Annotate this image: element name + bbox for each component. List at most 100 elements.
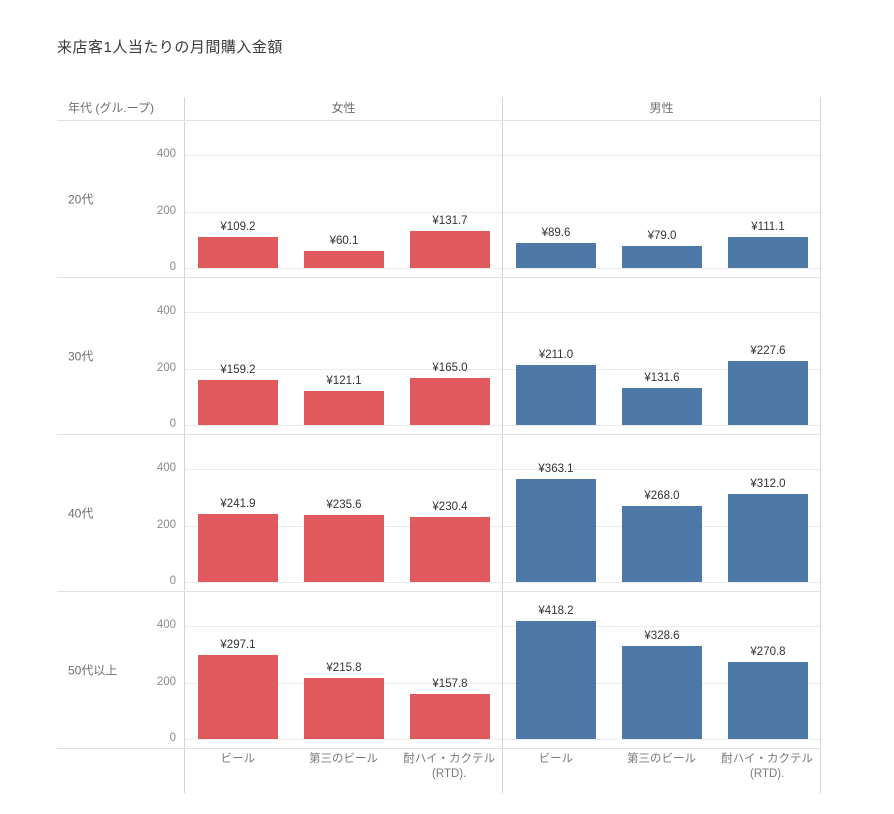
- bar[interactable]: [198, 380, 278, 425]
- bar[interactable]: [304, 251, 384, 268]
- axis-corner: [57, 749, 185, 793]
- facet-rows: 20代 0 200 400 ¥109.2 ¥60.1 ¥131.7 ¥89.6 ¥79.0 ¥11…: [57, 121, 821, 749]
- row-group-label: 30代: [68, 349, 94, 364]
- bar-value-label: ¥111.1: [751, 221, 785, 233]
- gridline: [503, 469, 820, 470]
- gridline: [503, 155, 820, 156]
- gridline: [185, 469, 502, 470]
- gridline: [503, 312, 820, 313]
- column-header-male: 男性: [503, 97, 821, 120]
- bar[interactable]: [516, 365, 596, 425]
- facet-row: 20代 0 200 400 ¥109.2 ¥60.1 ¥131.7 ¥89.6 ¥79.0 ¥11…: [57, 121, 821, 278]
- bar[interactable]: [410, 517, 490, 582]
- pane: ¥363.1 ¥268.0 ¥312.0: [503, 435, 821, 591]
- bar[interactable]: [622, 646, 702, 739]
- bar[interactable]: [410, 694, 490, 739]
- x-axis-labels-male: ビール 第三のビール 酎ハイ・カクテル (RTD).: [503, 749, 821, 793]
- y-axis-tick: 200: [156, 676, 176, 689]
- y-axis-tick: 200: [156, 519, 176, 532]
- bar-value-label: ¥230.4: [432, 501, 468, 513]
- bar-value-label: ¥297.1: [220, 639, 256, 651]
- y-axis-tick: 200: [156, 362, 176, 375]
- bar-value-label: ¥157.8: [432, 678, 468, 690]
- bar-value-label: ¥312.0: [750, 478, 786, 490]
- y-axis-tick: 400: [156, 619, 176, 632]
- bar[interactable]: [198, 514, 278, 582]
- bar[interactable]: [410, 231, 490, 268]
- x-axis-category-label: 第三のビール: [627, 753, 696, 765]
- bar-value-label: ¥89.6: [541, 227, 571, 239]
- bar-value-label: ¥159.2: [220, 364, 256, 376]
- bar[interactable]: [728, 361, 808, 425]
- y-axis-tick: 200: [156, 205, 176, 218]
- row-group-label-cell: 20代 0 200 400: [57, 121, 185, 277]
- gridline: [503, 626, 820, 627]
- bar-value-label: ¥227.6: [750, 345, 786, 357]
- bar[interactable]: [304, 515, 384, 582]
- bar[interactable]: [304, 391, 384, 425]
- bar[interactable]: [516, 243, 596, 268]
- bar-value-label: ¥109.2: [220, 221, 256, 233]
- bar[interactable]: [728, 237, 808, 268]
- gridline: [185, 312, 502, 313]
- pane: ¥418.2 ¥328.6 ¥270.8: [503, 592, 821, 748]
- gridline: [185, 212, 502, 213]
- bar[interactable]: [304, 678, 384, 739]
- bar-value-label: ¥270.8: [750, 646, 786, 658]
- y-axis-tick: 400: [156, 462, 176, 475]
- x-axis-labels-row: ビール 第三のビール 酎ハイ・カクテル (RTD). ビール 第三のビール 酎ハイ・カク…: [57, 749, 821, 793]
- row-group-label: 40代: [68, 506, 94, 521]
- facet-row: 30代 0 200 400 ¥159.2 ¥121.1 ¥165.0 ¥211.0 ¥131.6…: [57, 278, 821, 435]
- bar[interactable]: [516, 621, 596, 739]
- gridline: [503, 268, 820, 269]
- bar[interactable]: [728, 494, 808, 582]
- x-axis-category-label: 第三のビール: [309, 753, 378, 765]
- gridline: [185, 626, 502, 627]
- x-axis-category-label: ビール: [220, 753, 256, 765]
- gridline: [503, 425, 820, 426]
- gridline: [503, 369, 820, 370]
- gridline: [185, 739, 502, 740]
- bar-value-label: ¥418.2: [538, 605, 574, 617]
- bar-value-label: ¥131.7: [432, 215, 468, 227]
- x-axis-category-label: 酎ハイ・カクテル (RTD).: [721, 753, 814, 780]
- y-axis-tick: 400: [156, 148, 176, 161]
- bar-value-label: ¥241.9: [220, 498, 256, 510]
- bar[interactable]: [622, 388, 702, 425]
- facet-row: 40代 0 200 400 ¥241.9 ¥235.6 ¥230.4 ¥363.1 ¥268.0…: [57, 435, 821, 592]
- x-axis-category-label: ビール: [538, 753, 574, 765]
- gridline: [185, 268, 502, 269]
- bar[interactable]: [728, 662, 808, 739]
- pane: ¥211.0 ¥131.6 ¥227.6: [503, 278, 821, 434]
- bar[interactable]: [516, 479, 596, 582]
- bar-value-label: ¥215.8: [326, 662, 362, 674]
- row-group-label-cell: 40代 0 200 400: [57, 435, 185, 591]
- bar[interactable]: [622, 506, 702, 582]
- bar[interactable]: [198, 237, 278, 268]
- y-axis-tick: 0: [169, 575, 176, 588]
- bar[interactable]: [622, 246, 702, 268]
- bar-value-label: ¥165.0: [432, 362, 468, 374]
- gridline: [503, 212, 820, 213]
- gridline: [503, 739, 820, 740]
- gridline: [185, 582, 502, 583]
- row-group-label-cell: 50代以上 0 200 400: [57, 592, 185, 748]
- y-axis-tick: 0: [169, 261, 176, 274]
- row-group-label: 50代以上: [68, 663, 118, 678]
- pane: ¥297.1 ¥215.8 ¥157.8: [185, 592, 503, 748]
- bar[interactable]: [198, 655, 278, 739]
- row-group-label: 20代: [68, 192, 94, 207]
- y-axis-tick: 0: [169, 732, 176, 745]
- facet-grid: 年代 (グル.ープ) 女性 男性 20代 0 200 400 ¥109.2 ¥60.1 ¥1…: [57, 97, 821, 793]
- gridline: [185, 425, 502, 426]
- row-dimension-header: 年代 (グル.ープ): [57, 97, 185, 120]
- pane: ¥159.2 ¥121.1 ¥165.0: [185, 278, 503, 434]
- bar-value-label: ¥363.1: [538, 463, 574, 475]
- bar-value-label: ¥131.6: [644, 372, 680, 384]
- bar-value-label: ¥235.6: [326, 499, 362, 511]
- bar-value-label: ¥328.6: [644, 630, 680, 642]
- bar[interactable]: [410, 378, 490, 425]
- x-axis-labels-female: ビール 第三のビール 酎ハイ・カクテル (RTD).: [185, 749, 503, 793]
- bar-value-label: ¥60.1: [329, 235, 359, 247]
